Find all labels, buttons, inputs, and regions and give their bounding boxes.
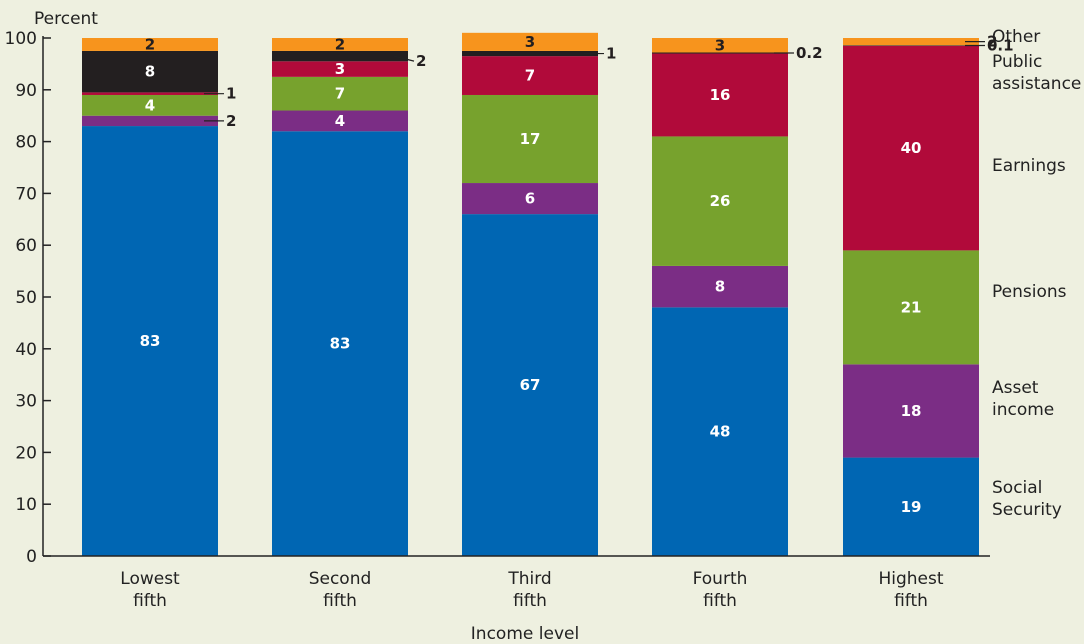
leader-line xyxy=(393,55,415,62)
data-label: 40 xyxy=(901,139,922,157)
legend-entry: Security xyxy=(992,500,1062,520)
data-label: 2 xyxy=(335,35,345,53)
bar-segment xyxy=(82,115,218,127)
y-tick-label: 60 xyxy=(15,236,37,256)
x-tick-label: fifth xyxy=(513,591,547,611)
bar-segment xyxy=(843,457,979,556)
y-tick-label: 80 xyxy=(15,133,37,153)
bar-segment xyxy=(652,53,788,137)
bar-segment xyxy=(82,126,218,556)
data-label: 83 xyxy=(140,332,161,350)
bar-segment xyxy=(843,45,979,46)
data-label: 7 xyxy=(335,85,345,103)
data-label: 8 xyxy=(715,278,725,296)
data-label: 2 xyxy=(226,112,236,130)
x-tick-label: fifth xyxy=(894,591,928,611)
bar-segment xyxy=(462,56,598,95)
legend-entry: Asset xyxy=(992,378,1039,398)
x-tick-label: fifth xyxy=(133,591,167,611)
bar-segment xyxy=(272,76,408,111)
data-label: 2 xyxy=(416,52,426,70)
bar-segment xyxy=(82,50,218,93)
data-label: 18 xyxy=(901,402,922,420)
y-tick-label: 50 xyxy=(15,288,37,308)
bar-segment xyxy=(82,94,218,116)
legend-entry: assistance xyxy=(992,74,1081,94)
bar-segment xyxy=(462,183,598,215)
bar-segment xyxy=(843,250,979,365)
data-label: 8 xyxy=(145,63,155,81)
data-label: 1 xyxy=(226,85,236,103)
legend-entry: Pensions xyxy=(992,282,1067,302)
y-tick-label: 70 xyxy=(15,184,37,204)
data-label: 3 xyxy=(715,36,725,54)
y-tick-label: 40 xyxy=(15,340,37,360)
bar-segment xyxy=(272,131,408,557)
data-label: 7 xyxy=(525,67,535,85)
x-tick-label: Fourth xyxy=(693,569,748,589)
bar-segment xyxy=(82,92,218,95)
data-label: 48 xyxy=(710,423,731,441)
x-tick-label: Lowest xyxy=(120,569,180,589)
x-axis-title: Income level xyxy=(471,624,579,644)
data-label: 6 xyxy=(525,190,535,208)
data-label: 0.2 xyxy=(796,44,823,62)
data-label: 17 xyxy=(520,130,541,148)
data-label: 83 xyxy=(330,335,351,353)
data-label: 3 xyxy=(525,33,535,51)
data-label: 67 xyxy=(520,376,541,394)
data-label: 16 xyxy=(710,86,731,104)
bar-segment xyxy=(462,214,598,556)
bar-segment xyxy=(272,38,408,51)
x-tick-label: Third xyxy=(507,569,551,589)
y-tick-label: 20 xyxy=(15,443,37,463)
y-tick-label: 100 xyxy=(5,29,37,49)
bar-segment xyxy=(652,38,788,53)
legend-entry: Earnings xyxy=(992,156,1066,176)
legend-entry: Social xyxy=(992,478,1042,498)
data-label: 19 xyxy=(901,498,922,516)
bar-segment xyxy=(843,38,979,46)
bar-segment xyxy=(843,364,979,458)
bar-segment xyxy=(462,50,598,57)
bar-segment xyxy=(843,45,979,251)
data-label: 2 xyxy=(987,33,997,51)
data-label: 0.1 xyxy=(987,37,1014,55)
y-axis-title: Percent xyxy=(34,9,98,29)
x-tick-label: Highest xyxy=(878,569,943,589)
data-label: 4 xyxy=(335,112,345,130)
bar-segment xyxy=(652,307,788,556)
legend-entry: Other xyxy=(992,27,1040,47)
bar-segment xyxy=(272,50,408,62)
legend-entry: Public xyxy=(992,52,1042,72)
data-label: 3 xyxy=(335,60,345,78)
x-tick-label: Second xyxy=(309,569,372,589)
bar-segment xyxy=(652,265,788,308)
y-tick-label: 30 xyxy=(15,392,37,412)
data-label: 21 xyxy=(901,298,922,316)
y-tick-label: 10 xyxy=(15,495,37,515)
data-label: 26 xyxy=(710,192,731,210)
bar-segment xyxy=(272,61,408,77)
y-tick-label: 0 xyxy=(26,547,37,567)
bar-segment xyxy=(462,94,598,184)
bar-segment xyxy=(652,136,788,266)
data-label: 2 xyxy=(145,35,155,53)
bar-segment xyxy=(462,32,598,51)
legend-entry: income xyxy=(992,400,1054,420)
y-tick-label: 90 xyxy=(15,81,37,101)
x-tick-label: fifth xyxy=(703,591,737,611)
bar-segment xyxy=(652,52,788,54)
bar-segment xyxy=(272,110,408,132)
bar-segment xyxy=(82,38,218,51)
data-label: 4 xyxy=(145,96,155,114)
data-label: 1 xyxy=(606,45,616,63)
x-tick-label: fifth xyxy=(323,591,357,611)
